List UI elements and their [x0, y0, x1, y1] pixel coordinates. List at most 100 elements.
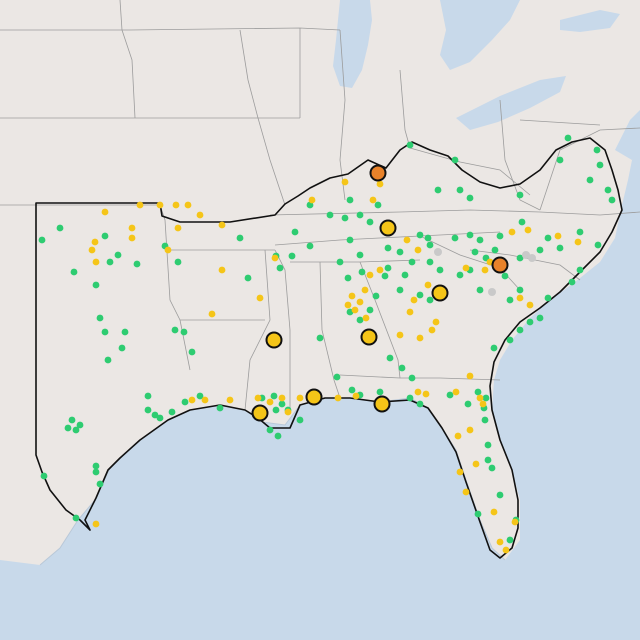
yellow-location-marker[interactable] [356, 298, 364, 306]
green-location-marker[interactable] [424, 234, 432, 242]
green-location-marker[interactable] [56, 224, 64, 232]
green-location-marker[interactable] [180, 328, 188, 336]
green-location-marker[interactable] [101, 328, 109, 336]
green-location-marker[interactable] [384, 244, 392, 252]
yellow-location-marker[interactable] [526, 301, 534, 309]
yellow-location-marker[interactable] [341, 178, 349, 186]
yellow-location-marker[interactable] [516, 294, 524, 302]
green-location-marker[interactable] [406, 394, 414, 402]
yellow-location-marker[interactable] [361, 286, 369, 294]
green-location-marker[interactable] [372, 292, 380, 300]
yellow-location-marker[interactable] [271, 254, 279, 262]
yellow-location-marker[interactable] [88, 246, 96, 254]
yellow-location-marker[interactable] [414, 246, 422, 254]
green-location-marker[interactable] [236, 234, 244, 242]
green-location-marker[interactable] [408, 258, 416, 266]
yellow-location-marker[interactable] [254, 394, 262, 402]
yellow-location-marker[interactable] [403, 236, 411, 244]
yellow-location-marker[interactable] [502, 546, 510, 554]
green-location-marker[interactable] [181, 398, 189, 406]
gray-location-marker[interactable] [522, 251, 530, 259]
green-location-marker[interactable] [506, 336, 514, 344]
green-location-marker[interactable] [464, 400, 472, 408]
green-location-marker[interactable] [516, 286, 524, 294]
green-location-marker[interactable] [556, 156, 564, 164]
large-yellow-marker[interactable] [360, 328, 378, 346]
green-location-marker[interactable] [434, 186, 442, 194]
green-location-marker[interactable] [501, 272, 509, 280]
green-location-marker[interactable] [174, 258, 182, 266]
green-location-marker[interactable] [474, 388, 482, 396]
green-location-marker[interactable] [476, 286, 484, 294]
green-location-marker[interactable] [348, 386, 356, 394]
yellow-location-marker[interactable] [466, 426, 474, 434]
yellow-location-marker[interactable] [462, 488, 470, 496]
yellow-location-marker[interactable] [91, 238, 99, 246]
green-location-marker[interactable] [336, 258, 344, 266]
green-location-marker[interactable] [476, 236, 484, 244]
green-location-marker[interactable] [274, 432, 282, 440]
green-location-marker[interactable] [64, 424, 72, 432]
green-location-marker[interactable] [416, 231, 424, 239]
green-location-marker[interactable] [594, 241, 602, 249]
yellow-location-marker[interactable] [511, 518, 519, 526]
green-location-marker[interactable] [526, 318, 534, 326]
large-yellow-marker[interactable] [431, 284, 449, 302]
yellow-location-marker[interactable] [410, 296, 418, 304]
green-location-marker[interactable] [471, 248, 479, 256]
yellow-location-marker[interactable] [348, 292, 356, 300]
green-location-marker[interactable] [576, 266, 584, 274]
green-location-marker[interactable] [92, 468, 100, 476]
green-location-marker[interactable] [168, 408, 176, 416]
green-location-marker[interactable] [151, 411, 159, 419]
yellow-location-marker[interactable] [208, 310, 216, 318]
green-location-marker[interactable] [70, 268, 78, 276]
green-location-marker[interactable] [40, 472, 48, 480]
green-location-marker[interactable] [536, 314, 544, 322]
green-location-marker[interactable] [536, 246, 544, 254]
yellow-location-marker[interactable] [362, 314, 370, 322]
green-location-marker[interactable] [466, 194, 474, 202]
green-location-marker[interactable] [490, 344, 498, 352]
green-location-marker[interactable] [356, 211, 364, 219]
yellow-location-marker[interactable] [92, 520, 100, 528]
yellow-location-marker[interactable] [376, 180, 384, 188]
green-location-marker[interactable] [196, 392, 204, 400]
green-location-marker[interactable] [270, 392, 278, 400]
yellow-location-marker[interactable] [266, 398, 274, 406]
green-location-marker[interactable] [96, 314, 104, 322]
green-location-marker[interactable] [266, 426, 274, 434]
yellow-location-marker[interactable] [428, 326, 436, 334]
green-location-marker[interactable] [356, 251, 364, 259]
yellow-location-marker[interactable] [344, 301, 352, 309]
green-location-marker[interactable] [406, 141, 414, 149]
yellow-location-marker[interactable] [308, 196, 316, 204]
yellow-location-marker[interactable] [351, 306, 359, 314]
yellow-location-marker[interactable] [396, 331, 404, 339]
green-location-marker[interactable] [466, 231, 474, 239]
green-location-marker[interactable] [374, 201, 382, 209]
green-location-marker[interactable] [426, 241, 434, 249]
green-location-marker[interactable] [576, 228, 584, 236]
green-location-marker[interactable] [188, 348, 196, 356]
green-location-marker[interactable] [38, 236, 46, 244]
large-yellow-marker[interactable] [265, 331, 283, 349]
yellow-location-marker[interactable] [508, 228, 516, 236]
yellow-location-marker[interactable] [554, 232, 562, 240]
yellow-location-marker[interactable] [184, 201, 192, 209]
yellow-location-marker[interactable] [466, 372, 474, 380]
yellow-location-marker[interactable] [496, 538, 504, 546]
yellow-location-marker[interactable] [188, 396, 196, 404]
gray-location-marker[interactable] [528, 254, 536, 262]
green-location-marker[interactable] [396, 248, 404, 256]
yellow-location-marker[interactable] [479, 400, 487, 408]
yellow-location-marker[interactable] [414, 388, 422, 396]
green-location-marker[interactable] [456, 186, 464, 194]
green-location-marker[interactable] [296, 416, 304, 424]
yellow-location-marker[interactable] [352, 392, 360, 400]
green-location-marker[interactable] [92, 281, 100, 289]
green-location-marker[interactable] [358, 268, 366, 276]
green-location-marker[interactable] [326, 211, 334, 219]
